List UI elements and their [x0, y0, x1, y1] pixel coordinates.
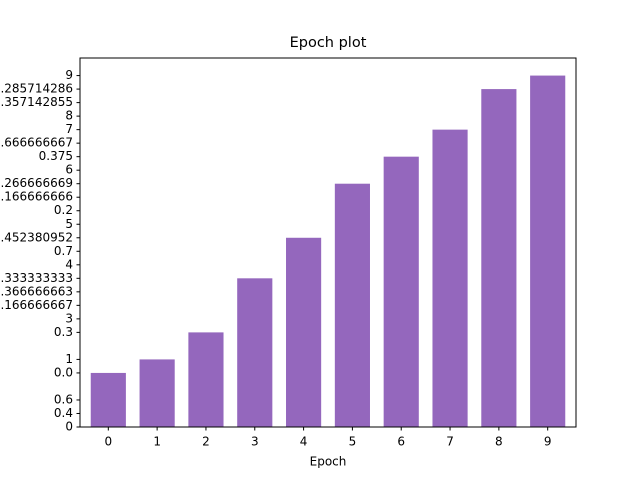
y-tick-label: 1: [65, 352, 73, 366]
y-tick-label: 7: [65, 122, 73, 136]
bar: [383, 156, 419, 427]
x-tick-label: 4: [300, 435, 308, 449]
x-tick-label: 0: [104, 435, 112, 449]
y-tick-label: 0.285714286: [0, 82, 73, 96]
x-tick-label: 7: [446, 435, 454, 449]
y-tick-label: 0.333333333: [0, 271, 73, 285]
x-tick-label: 3: [251, 435, 259, 449]
bar: [481, 89, 517, 427]
y-tick-label: 4: [65, 257, 73, 271]
x-tick-label: 1: [153, 435, 161, 449]
bar: [530, 75, 566, 428]
chart-title: Epoch plot: [290, 35, 367, 51]
bar: [90, 372, 126, 427]
y-tick-label: 0.375: [39, 149, 73, 163]
y-tick-label: 0.3: [54, 325, 73, 339]
bar: [237, 278, 273, 427]
x-axis-label: Epoch: [310, 455, 347, 469]
x-tick-label: 6: [397, 435, 405, 449]
bar: [188, 332, 224, 427]
y-tick-label: 3: [65, 311, 73, 325]
x-tick-label: 5: [349, 435, 357, 449]
y-tick-label: 0.7: [54, 244, 73, 258]
bar: [432, 129, 468, 427]
bar: [286, 237, 322, 427]
y-tick-label: 0.166666667: [0, 298, 73, 312]
y-tick-label: 0.266666669: [0, 176, 73, 190]
plot-frame: [79, 57, 577, 428]
y-tick-label: 0.357142855: [0, 95, 73, 109]
y-tick-label: 0: [65, 420, 73, 434]
y-tick-label: 0.166666666: [0, 190, 73, 204]
bar: [334, 183, 370, 427]
x-tick-label: 8: [495, 435, 503, 449]
y-tick-label: 0.2: [54, 203, 73, 217]
y-tick-label: 9: [65, 68, 73, 82]
bar: [139, 359, 175, 427]
y-tick-label: 0.452380952: [0, 230, 73, 244]
y-tick-label: 0.0: [54, 365, 73, 379]
y-tick-label: 0.666666667: [0, 136, 73, 150]
x-tick-label: 2: [202, 435, 210, 449]
y-tick-label: 0.4: [54, 406, 73, 420]
y-tick-label: 8: [65, 109, 73, 123]
x-tick-label: 9: [544, 435, 552, 449]
y-tick-label: 0.366666663: [0, 284, 73, 298]
y-tick-label: 6: [65, 163, 73, 177]
y-tick-label: 0.6: [54, 392, 73, 406]
y-tick-label: 5: [65, 217, 73, 231]
